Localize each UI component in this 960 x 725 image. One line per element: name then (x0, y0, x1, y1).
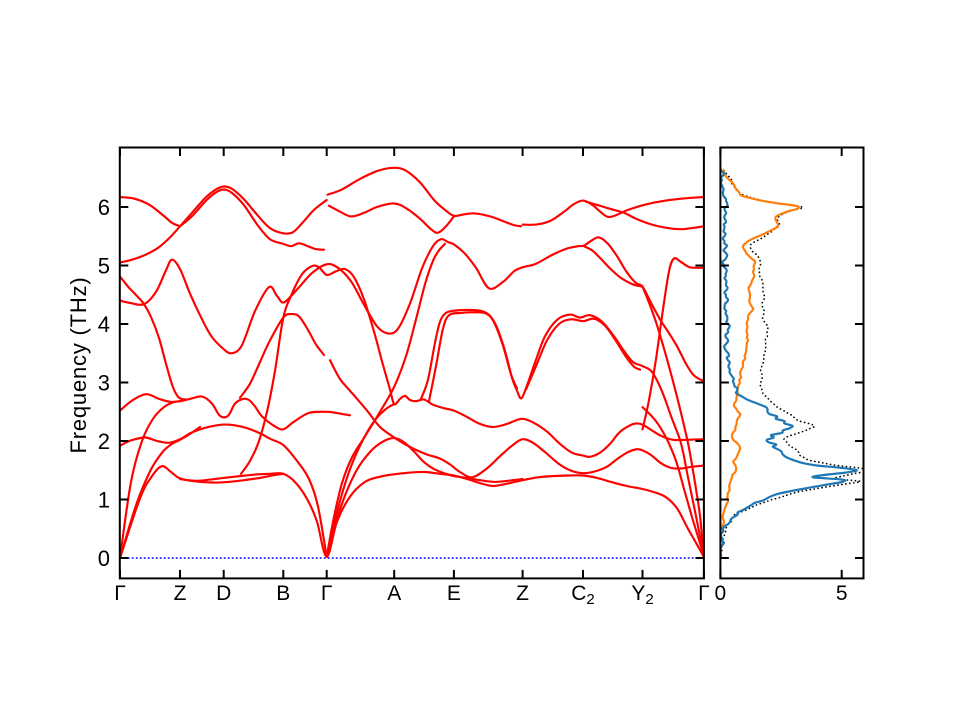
svg-text:B: B (276, 582, 290, 605)
svg-text:1: 1 (98, 487, 110, 512)
svg-text:Z: Z (516, 582, 529, 605)
svg-text:4: 4 (98, 312, 110, 337)
svg-text:D: D (216, 582, 231, 605)
svg-text:5: 5 (98, 253, 110, 278)
svg-text:Γ: Γ (698, 582, 710, 605)
svg-text:Frequency (THz): Frequency (THz) (66, 276, 91, 453)
svg-text:0: 0 (98, 546, 110, 571)
svg-text:6: 6 (98, 195, 110, 220)
svg-text:Γ: Γ (321, 582, 333, 605)
svg-text:A: A (387, 582, 401, 605)
svg-text:Z: Z (174, 582, 187, 605)
svg-text:3: 3 (98, 370, 110, 395)
svg-text:Γ: Γ (114, 582, 126, 605)
svg-text:0: 0 (715, 582, 727, 605)
svg-text:2: 2 (98, 429, 110, 454)
svg-text:5: 5 (836, 582, 848, 605)
svg-text:E: E (447, 582, 461, 605)
